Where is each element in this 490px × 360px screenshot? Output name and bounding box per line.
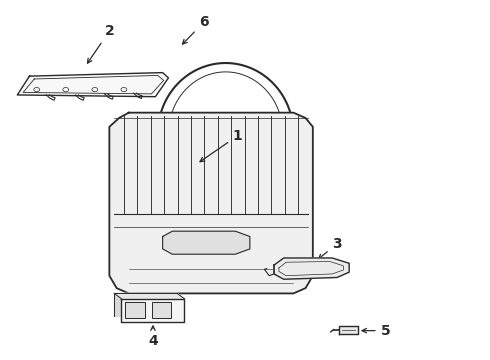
Polygon shape: [114, 293, 184, 299]
Polygon shape: [163, 231, 250, 254]
Polygon shape: [17, 73, 169, 97]
Text: 6: 6: [182, 15, 209, 44]
Bar: [152, 302, 172, 318]
Polygon shape: [109, 113, 313, 293]
Text: 4: 4: [148, 326, 158, 348]
Text: 3: 3: [318, 237, 342, 259]
Text: 5: 5: [362, 324, 391, 338]
Polygon shape: [114, 293, 177, 316]
Bar: [125, 302, 145, 318]
Text: 2: 2: [88, 24, 114, 63]
Polygon shape: [274, 258, 349, 279]
Polygon shape: [340, 327, 358, 334]
Text: 1: 1: [200, 129, 243, 162]
Polygon shape: [122, 299, 184, 322]
